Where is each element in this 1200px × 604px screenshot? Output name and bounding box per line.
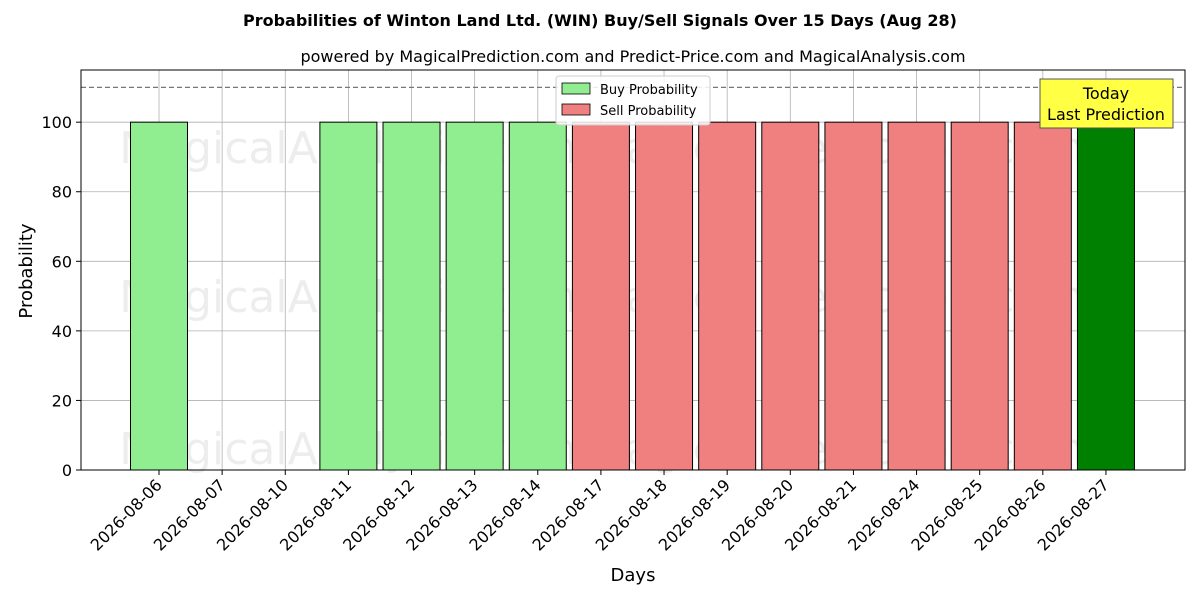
annotation-box <box>1039 78 1174 129</box>
y-tick-label: 80 <box>52 183 72 202</box>
chart-title: Probabilities of Winton Land Ltd. (WIN) … <box>243 11 957 30</box>
sell-bar <box>950 121 1009 471</box>
y-tick-label: 40 <box>52 322 72 341</box>
x-axis-label: Days <box>611 565 656 586</box>
legend-sell-label: Sell Probability <box>600 104 697 119</box>
chart-subtitle: powered by MagicalPrediction.com and Pre… <box>300 47 965 66</box>
buy-bar <box>130 121 188 471</box>
sell-bar <box>635 121 694 471</box>
buy-bar <box>319 121 378 471</box>
sell-bar <box>698 121 757 471</box>
y-tick-label: 0 <box>62 461 72 480</box>
plot-frame <box>80 69 1186 471</box>
legend-buy-label: Buy Probability <box>600 83 698 98</box>
sell-bar <box>1013 121 1072 471</box>
highlight-bar <box>1076 121 1135 471</box>
y-tick-label: 100 <box>41 113 72 132</box>
sell-bar <box>824 121 883 471</box>
legend-box <box>555 75 711 126</box>
sell-bar <box>887 121 946 471</box>
y-axis-label: Probability <box>16 223 37 318</box>
annotation-line2: Last Prediction <box>1047 105 1165 124</box>
annotation-line1: Today <box>1082 84 1129 103</box>
buy-bar <box>508 121 567 471</box>
y-tick-label: 20 <box>52 391 72 410</box>
buy-bar <box>382 121 441 471</box>
y-tick-label: 60 <box>52 252 72 271</box>
legend: Buy Probability Sell Probability <box>555 75 711 126</box>
legend-buy-swatch <box>561 82 591 95</box>
sell-bar <box>571 121 630 471</box>
legend-sell-swatch <box>561 103 591 116</box>
sell-bar <box>761 121 820 471</box>
today-annotation: Today Last Prediction <box>1039 78 1174 129</box>
buy-bar <box>445 121 504 471</box>
